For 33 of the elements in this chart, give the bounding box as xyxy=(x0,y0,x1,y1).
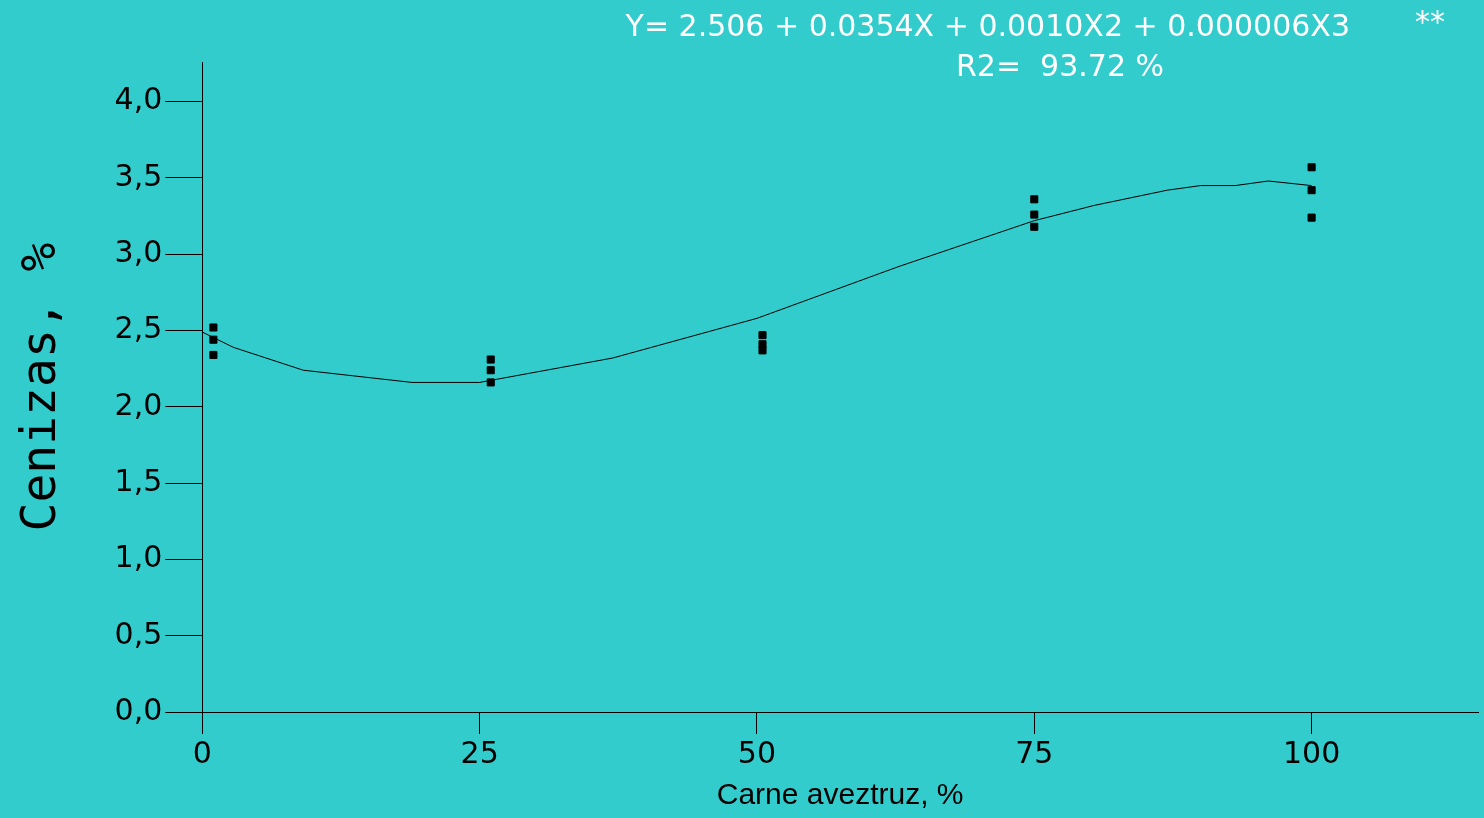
x-tick-label: 50 xyxy=(737,734,777,770)
y-tick-label: 2,5 xyxy=(114,310,163,346)
y-tick-label: 3,5 xyxy=(114,157,163,193)
x-axis-title: Carne aveztruz, % xyxy=(716,777,964,811)
x-tick-label: 25 xyxy=(460,734,499,770)
point xyxy=(1307,186,1316,195)
point xyxy=(209,335,218,344)
point xyxy=(1030,195,1039,204)
x-tick-label: 75 xyxy=(1015,734,1054,770)
text: Y= 2.506 + 0.0354X + 0.0010X2 + 0.000006X3 xyxy=(624,7,1350,43)
point xyxy=(1030,222,1039,231)
point xyxy=(486,366,495,375)
annotation: R2= 93.72 % xyxy=(955,47,1165,83)
y-tick-label: 1,0 xyxy=(114,539,163,575)
point xyxy=(1307,213,1316,222)
point xyxy=(486,355,495,364)
y-tick-label: 3,0 xyxy=(114,234,163,270)
point xyxy=(758,331,767,340)
point xyxy=(209,323,218,332)
x-tick-label: 0 xyxy=(192,734,212,770)
point xyxy=(486,378,495,387)
point xyxy=(209,350,218,359)
y-tick-label: 0,5 xyxy=(114,615,163,651)
y-tick-label: 2,0 xyxy=(114,386,163,422)
y-axis-title: Cenizas, % xyxy=(10,242,67,532)
point xyxy=(1030,210,1039,219)
text: ** xyxy=(1415,3,1445,39)
y-tick-label: 0,0 xyxy=(114,691,163,727)
y-tick-label: 1,5 xyxy=(114,462,163,498)
point xyxy=(758,346,767,355)
x-tick-label: 100 xyxy=(1282,734,1341,770)
y-tick-label: 4,0 xyxy=(114,81,163,117)
point xyxy=(1307,163,1316,172)
